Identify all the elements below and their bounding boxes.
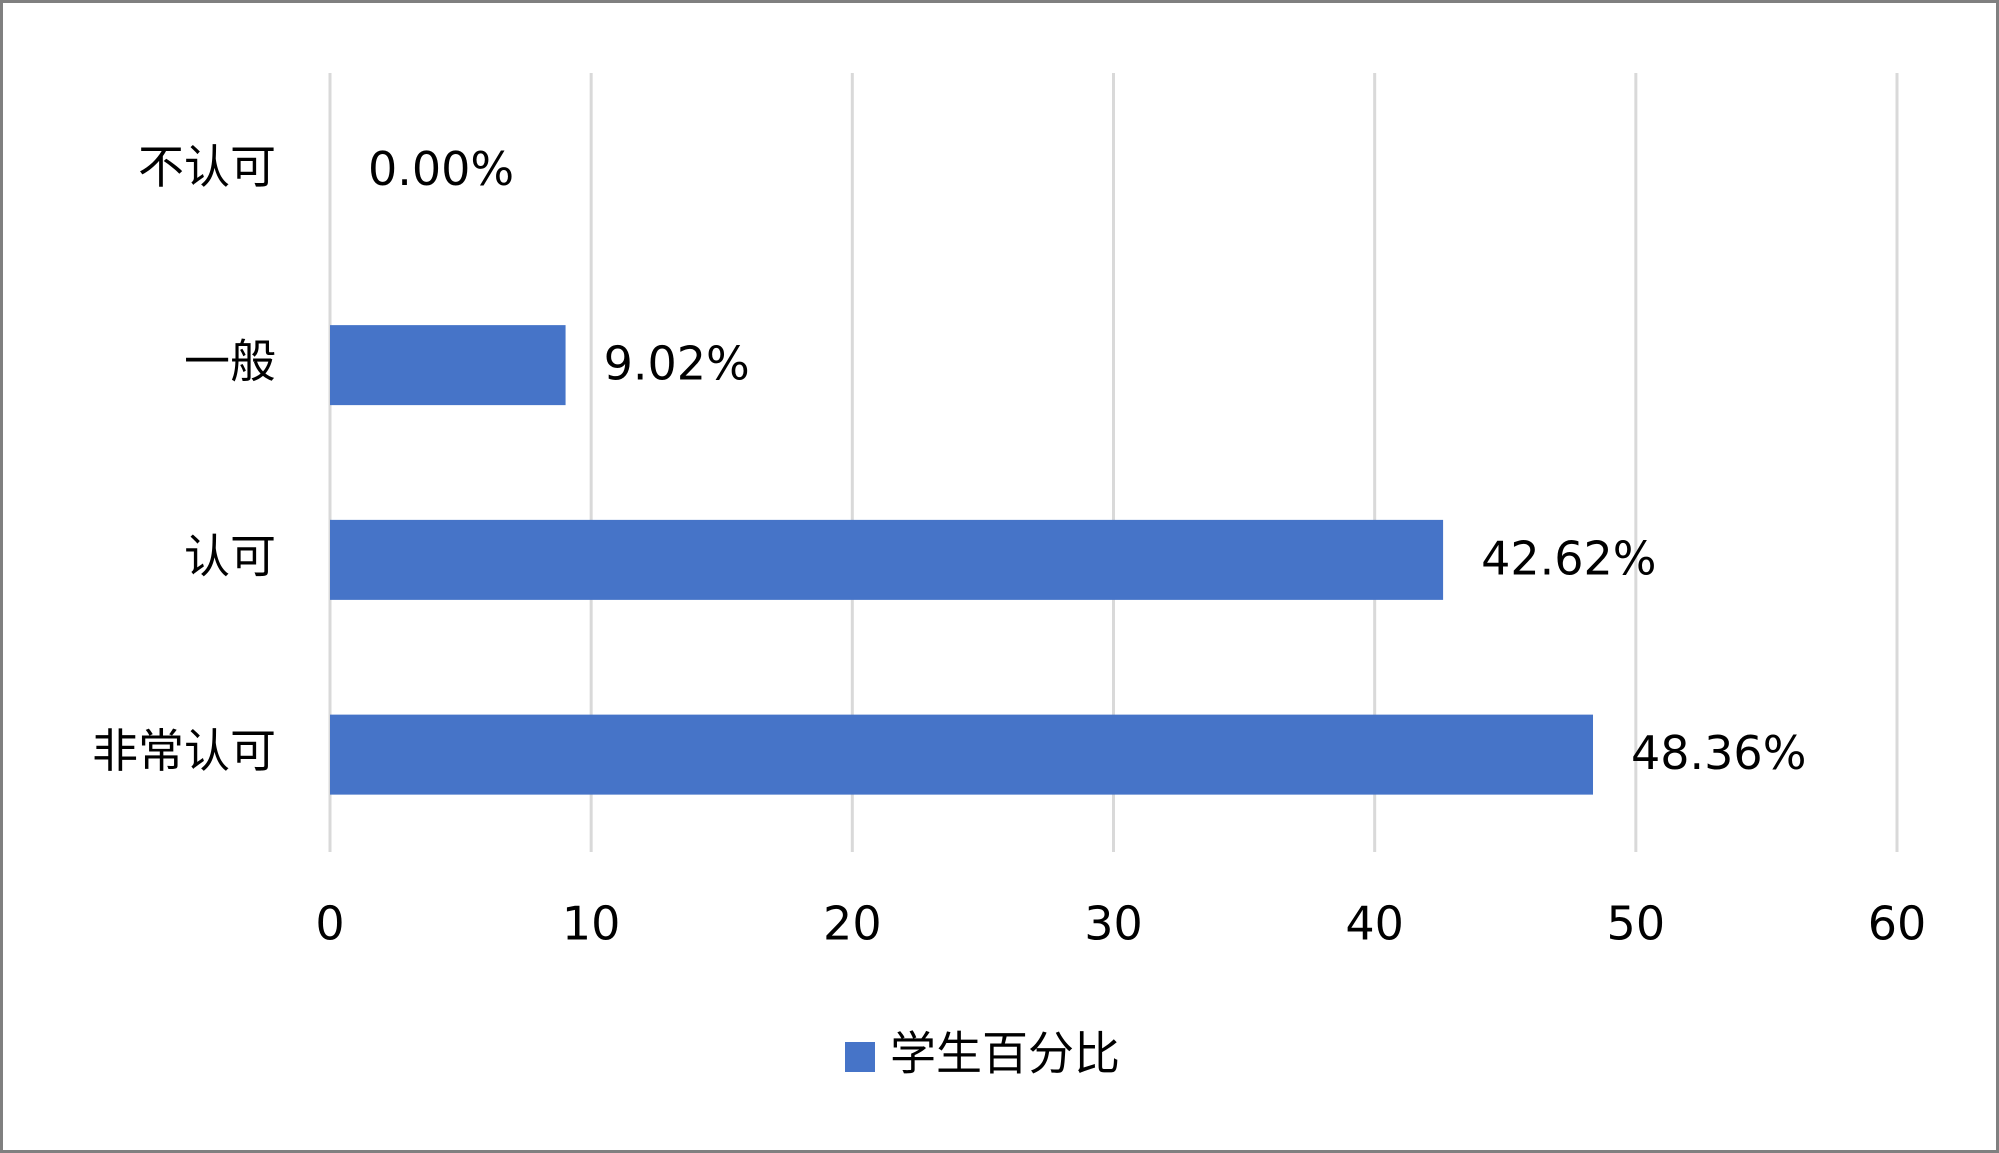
x-tick-label: 0 [315,897,344,951]
y-tick-label: 认可 [184,529,276,583]
x-tick-label: 60 [1868,897,1927,951]
x-tick-label: 50 [1607,897,1666,951]
value-label: 42.62% [1481,531,1656,585]
y-tick-label: 不认可 [138,140,276,194]
bar [330,714,1594,795]
x-tick-label: 10 [562,897,621,951]
y-tick-label: 一般 [184,335,276,389]
bar [330,519,1444,600]
bar [330,325,566,406]
value-label: 0.00% [368,142,514,196]
legend-swatch [845,1042,875,1072]
value-label: 9.02% [604,337,750,391]
value-label: 48.36% [1631,726,1806,780]
x-tick-label: 30 [1084,897,1143,951]
y-tick-label: 非常认可 [92,724,276,778]
x-tick-label: 40 [1345,897,1404,951]
legend-label: 学生百分比 [890,1027,1120,1081]
x-tick-label: 20 [823,897,882,951]
